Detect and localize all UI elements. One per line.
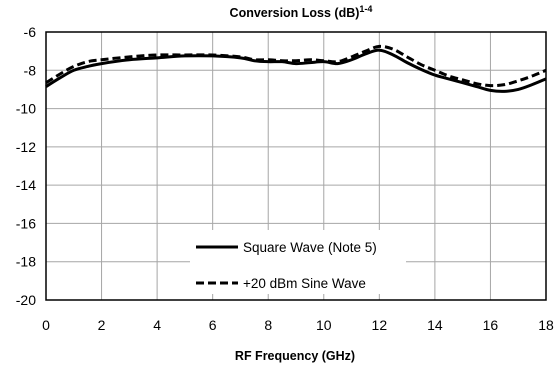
y-tick-label: -16 (16, 215, 36, 231)
x-tick-label: 8 (264, 317, 272, 333)
series-line-1 (45, 44, 547, 88)
x-tick-label: 16 (483, 317, 499, 333)
plot-frame (45, 31, 547, 301)
legend-label-square-wave: Square Wave (Note 5) (243, 240, 377, 255)
x-tick-labels: 0 2 4 6 8 10 12 14 16 18 (42, 317, 554, 333)
y-tick-label: -10 (16, 101, 36, 117)
x-tick-label: 2 (98, 317, 106, 333)
y-tick-label: -6 (24, 24, 37, 40)
x-tick-label: 18 (538, 317, 554, 333)
series-lines (45, 44, 547, 93)
chart-title-superscript: 1-4 (359, 4, 372, 14)
x-axis-label: RF Frequency (GHz) (235, 349, 355, 363)
legend-label-sine-wave: +20 dBm Sine Wave (243, 276, 366, 291)
chart-title-text: Conversion Loss (dB) (230, 6, 360, 20)
x-tick-label: 4 (153, 317, 161, 333)
x-tick-label: 12 (372, 317, 388, 333)
y-tick-label: -12 (16, 139, 36, 155)
x-tick-label: 10 (316, 317, 332, 333)
x-tick-label: 6 (209, 317, 217, 333)
legend: Square Wave (Note 5) +20 dBm Sine Wave (190, 230, 406, 294)
x-tick-label: 0 (42, 317, 50, 333)
y-tick-label: -14 (16, 177, 36, 193)
y-tick-label: -20 (16, 292, 36, 308)
y-tick-label: -8 (24, 62, 37, 78)
x-tick-label: 14 (427, 317, 443, 333)
y-tick-label: -18 (16, 254, 36, 270)
chart-title: Conversion Loss (dB)1-4 (230, 4, 373, 20)
y-tick-labels: -6 -8 -10 -12 -14 -16 -18 -20 (16, 24, 36, 308)
